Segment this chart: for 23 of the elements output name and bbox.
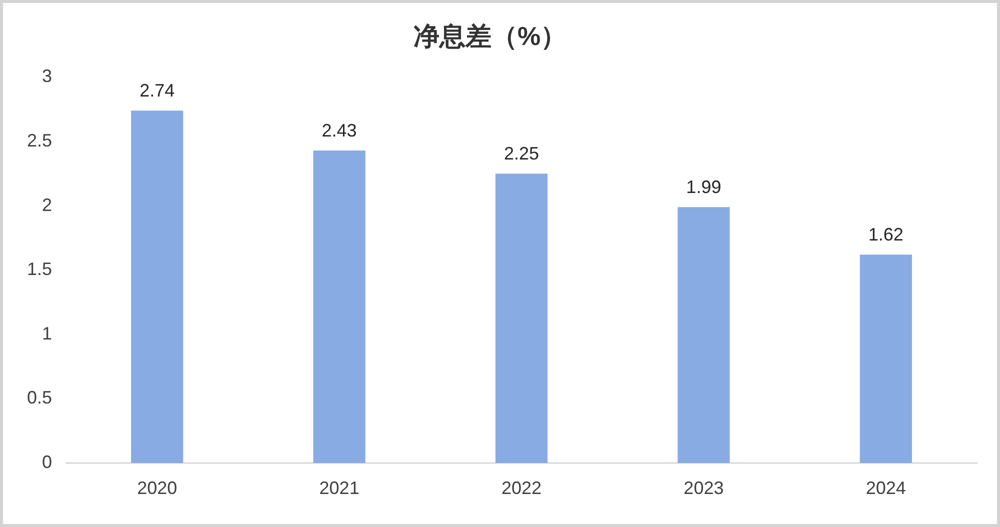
- x-tick-label: 2024: [866, 478, 906, 498]
- bar: [860, 254, 912, 463]
- bar: [495, 174, 548, 463]
- y-tick-label: 1.5: [26, 259, 52, 280]
- y-tick-label: 2.5: [26, 130, 52, 150]
- x-tick-label: 2020: [137, 478, 178, 498]
- bar: [678, 207, 730, 463]
- chart-title: 净息差（%）: [413, 20, 567, 51]
- bar: [313, 150, 366, 463]
- x-tick-label: 2022: [501, 478, 542, 498]
- y-tick-label: 0: [42, 452, 52, 472]
- data-label: 2.74: [140, 80, 175, 101]
- x-tick-label: 2023: [684, 478, 724, 498]
- bar: [131, 110, 184, 463]
- y-tick-label: 1: [42, 323, 52, 344]
- data-label: 2.43: [322, 120, 357, 140]
- data-label: 1.62: [868, 224, 904, 245]
- y-tick-label: 3: [42, 66, 52, 86]
- data-label: 2.25: [504, 144, 540, 164]
- data-label: 1.99: [686, 177, 722, 198]
- x-tick-label: 2021: [319, 478, 360, 498]
- y-tick-label: 2: [42, 194, 52, 215]
- y-tick-label: 0.5: [26, 388, 52, 408]
